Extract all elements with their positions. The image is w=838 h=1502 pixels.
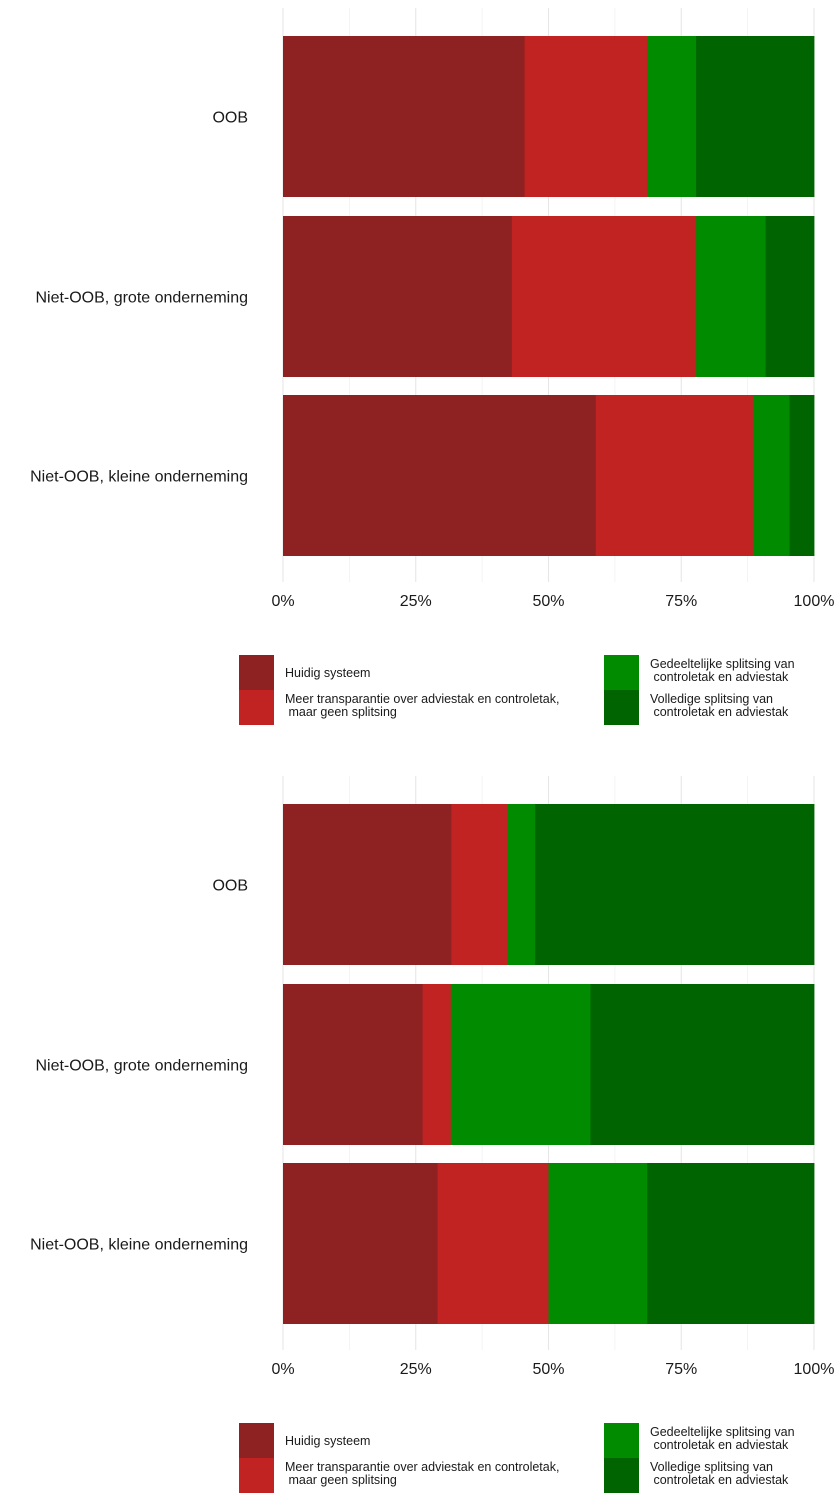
x-tick-label: 25% <box>400 1361 432 1378</box>
bar-segment <box>696 216 767 377</box>
bar-segment <box>283 804 452 965</box>
category-label: Niet-OOB, grote onderneming <box>35 290 248 307</box>
bar-segment <box>507 804 536 965</box>
legend-swatch <box>604 1458 639 1493</box>
bar-segment <box>595 395 754 556</box>
bar-segment <box>451 804 508 965</box>
chart-bottom-svg: OOB Niet-OOB, grote onderneming Niet-OOB, … <box>30 776 835 1493</box>
bar-segment <box>696 36 815 197</box>
chart-bottom: OOB Niet-OOB, grote onderneming Niet-OOB, … <box>0 768 838 1497</box>
legend-label: Gedeeltelijke splitsing van controletak … <box>650 1425 795 1452</box>
bar-segment <box>524 36 648 197</box>
category-label: Niet-OOB, kleine onderneming <box>30 469 248 486</box>
x-tick-label: 75% <box>665 593 697 610</box>
x-tick-label: 100% <box>794 593 835 610</box>
bar-segment <box>752 395 790 556</box>
category-label: OOB <box>212 110 248 127</box>
legend-swatch <box>604 655 639 690</box>
bar-segment <box>450 984 591 1145</box>
legend-label: Volledige splitsing van controletak en a… <box>650 692 789 719</box>
x-tick-label: 50% <box>532 593 564 610</box>
chart-top-svg: OOB Niet-OOB, grote onderneming Niet-OOB, … <box>30 8 835 725</box>
bar-segment <box>535 804 815 965</box>
bar-segment <box>548 1163 648 1324</box>
bar-segment <box>283 395 597 556</box>
bar-segment <box>422 984 452 1145</box>
x-tick-label: 0% <box>271 1361 294 1378</box>
bar-segment <box>511 216 697 377</box>
legend-swatch <box>239 655 274 690</box>
bar-segment <box>283 36 526 197</box>
bar-segment <box>765 216 815 377</box>
x-tick-label: 50% <box>532 1361 564 1378</box>
chart-top: OOB Niet-OOB, grote onderneming Niet-OOB, … <box>0 0 838 748</box>
bar-segment <box>647 1163 815 1324</box>
bar-segment <box>590 984 815 1145</box>
category-label: Niet-OOB, kleine onderneming <box>30 1237 248 1254</box>
x-tick-label: 75% <box>665 1361 697 1378</box>
legend-label: Gedeeltelijke splitsing van controletak … <box>650 657 795 684</box>
bar-segment <box>283 1163 438 1324</box>
legend-label: Huidig systeem <box>285 1434 370 1448</box>
legend-label: Volledige splitsing van controletak en a… <box>650 1460 789 1487</box>
x-tick-label: 0% <box>271 593 294 610</box>
bar-segment <box>283 216 513 377</box>
bar-segment <box>283 984 424 1145</box>
legend-swatch <box>604 690 639 725</box>
legend-swatch <box>239 1423 274 1458</box>
legend-swatch <box>239 1458 274 1493</box>
category-label: OOB <box>212 878 248 895</box>
legend-swatch <box>239 690 274 725</box>
category-label: Niet-OOB, grote onderneming <box>35 1058 248 1075</box>
bar-segment <box>647 36 697 197</box>
x-tick-label: 100% <box>794 1361 835 1378</box>
x-tick-label: 25% <box>400 593 432 610</box>
legend-label: Meer transparantie over adviestak en con… <box>285 692 559 719</box>
legend-label: Huidig systeem <box>285 666 370 680</box>
bar-segment <box>437 1163 549 1324</box>
legend-swatch <box>604 1423 639 1458</box>
bar-segment <box>789 395 815 556</box>
legend-label: Meer transparantie over adviestak en con… <box>285 1460 559 1487</box>
